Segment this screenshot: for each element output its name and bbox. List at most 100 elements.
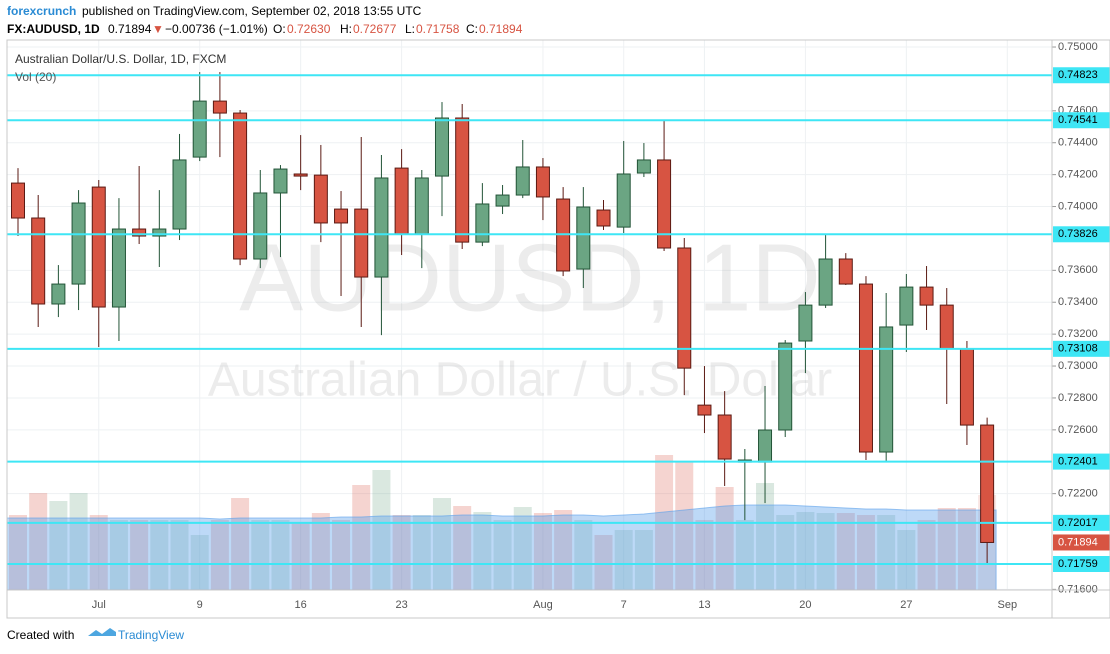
last-price-bg bbox=[1053, 534, 1110, 551]
level-label: 0.71759 bbox=[1058, 558, 1098, 570]
volume-bar bbox=[170, 520, 189, 590]
watermark-sub: Australian Dollar / U.S. Dollar bbox=[208, 354, 832, 407]
y-tick-label: 0.72800 bbox=[1058, 392, 1098, 404]
x-tick-label: 23 bbox=[395, 599, 407, 611]
y-tick-label: 0.74400 bbox=[1058, 137, 1098, 149]
volume-bar bbox=[594, 535, 613, 590]
candle-body bbox=[111, 228, 126, 308]
candle-body bbox=[818, 258, 833, 306]
x-tick-label: Sep bbox=[998, 599, 1018, 611]
frame bbox=[6, 39, 1110, 619]
volume-bar bbox=[372, 470, 391, 590]
volume-bar bbox=[917, 520, 936, 590]
candle-body bbox=[636, 159, 651, 174]
level-label-bg bbox=[1053, 514, 1110, 531]
candle-body bbox=[172, 159, 187, 230]
level-label: 0.73108 bbox=[1058, 343, 1098, 355]
volume-bar bbox=[796, 512, 815, 590]
candle-body bbox=[879, 326, 894, 453]
level-label-bg bbox=[1053, 226, 1110, 243]
candle-body bbox=[657, 159, 672, 249]
candle-body bbox=[838, 258, 853, 285]
volume-bar bbox=[291, 522, 310, 590]
candle-body bbox=[273, 168, 288, 194]
level-label-bg bbox=[1053, 555, 1110, 572]
y-tick-label: 0.72200 bbox=[1058, 488, 1098, 500]
volume-bar bbox=[311, 513, 330, 590]
symbol: FX:AUDUSD, 1D bbox=[7, 22, 100, 36]
volume-bar bbox=[554, 510, 573, 590]
y-tick-label: 0.73000 bbox=[1058, 360, 1098, 372]
volume-label: Vol (20) bbox=[15, 70, 56, 84]
candle-body bbox=[414, 177, 429, 235]
candle-body bbox=[899, 286, 914, 326]
x-tick-label: 20 bbox=[799, 599, 811, 611]
candle-body bbox=[959, 348, 974, 426]
candle-body bbox=[697, 404, 712, 416]
volume-bar bbox=[231, 498, 250, 590]
volume-bar bbox=[332, 520, 351, 590]
candle-body bbox=[394, 167, 409, 235]
h-label: H: bbox=[340, 22, 352, 36]
candle-body bbox=[778, 342, 793, 431]
tradingview-logo[interactable] bbox=[88, 628, 116, 636]
candle-body bbox=[758, 429, 773, 463]
volume-bar bbox=[614, 530, 633, 590]
plot: 0.750000.746000.744000.742000.740000.736… bbox=[6, 40, 1110, 611]
volume-bar bbox=[89, 515, 108, 590]
y-tick-label: 0.73600 bbox=[1058, 264, 1098, 276]
candle-body bbox=[434, 117, 449, 177]
level-label: 0.73826 bbox=[1058, 228, 1098, 240]
level-label-bg bbox=[1053, 112, 1110, 129]
candle-body bbox=[374, 177, 389, 278]
volume-bar bbox=[150, 520, 169, 590]
volume-bar bbox=[9, 515, 27, 590]
candle-body bbox=[152, 228, 167, 237]
volume-bar bbox=[412, 515, 431, 590]
x-tick-label: Aug bbox=[533, 599, 553, 611]
volume-bar bbox=[877, 515, 896, 590]
volume-bar bbox=[251, 520, 270, 590]
x-tick-label: 9 bbox=[197, 599, 203, 611]
candle-body bbox=[576, 206, 591, 270]
candle-body bbox=[455, 117, 470, 243]
candle-body bbox=[919, 286, 934, 306]
candle-body bbox=[354, 208, 369, 278]
candle-body bbox=[11, 182, 25, 219]
l-value: 0.71758 bbox=[416, 22, 460, 36]
candle-body bbox=[71, 202, 86, 285]
candle-body bbox=[939, 304, 954, 350]
candle-body bbox=[495, 194, 510, 207]
chart-title: Australian Dollar/U.S. Dollar, 1D, FXCM bbox=[15, 52, 226, 66]
volume-bar bbox=[109, 520, 128, 590]
level-label: 0.74541 bbox=[1058, 114, 1098, 126]
level-label: 0.72401 bbox=[1058, 455, 1098, 467]
volume-bar bbox=[776, 515, 795, 590]
volume-bar bbox=[29, 493, 48, 590]
last: 0.71894 bbox=[108, 22, 152, 36]
volume-bar bbox=[190, 535, 209, 590]
y-tick-label: 0.73200 bbox=[1058, 328, 1098, 340]
volume-bar bbox=[937, 508, 956, 590]
footer-brand[interactable]: TradingView bbox=[118, 628, 184, 642]
author[interactable]: forexcrunch bbox=[7, 4, 76, 18]
volume-bar bbox=[816, 513, 835, 590]
volume-bar bbox=[856, 515, 875, 590]
volume-bar bbox=[210, 520, 229, 590]
last-price-label: 0.71894 bbox=[1058, 536, 1098, 548]
x-tick-label: 16 bbox=[295, 599, 307, 611]
volume-bar bbox=[675, 462, 694, 590]
volume-bar bbox=[695, 520, 714, 590]
footer-created: Created with bbox=[7, 628, 74, 642]
level-label: 0.72017 bbox=[1058, 517, 1098, 529]
candle-body bbox=[616, 173, 631, 228]
candle-body bbox=[51, 283, 66, 305]
candle-body bbox=[858, 283, 873, 453]
volume-ma-area bbox=[6, 504, 997, 591]
candle-body bbox=[475, 203, 490, 243]
candle-body bbox=[212, 100, 227, 114]
candle-body bbox=[980, 424, 995, 543]
candle-body bbox=[334, 208, 349, 224]
